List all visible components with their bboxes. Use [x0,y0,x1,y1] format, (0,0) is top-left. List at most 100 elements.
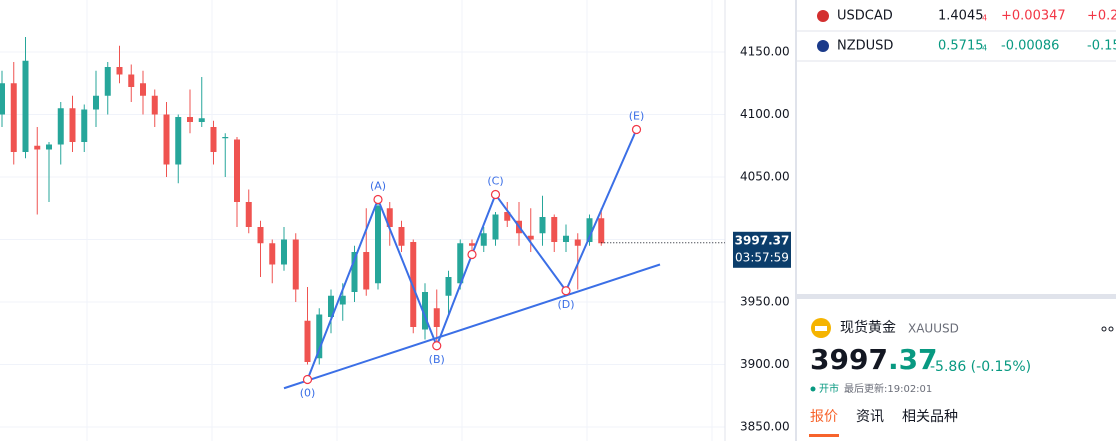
wave-label: (D) [557,298,574,311]
y-tick-label: 3950.00 [740,295,790,309]
candle-body [480,233,487,246]
instrument-name: 现货黄金 [840,319,896,336]
y-tick-label: 3850.00 [740,420,790,434]
panel-divider [795,0,797,441]
flag-icon [817,10,829,22]
more-icon[interactable] [1101,326,1107,332]
candle-body [316,314,323,359]
flag-icon [817,40,829,52]
change-percent: +0.25 [1087,9,1116,24]
candle-body [34,145,41,150]
y-tick-label: 4050.00 [740,170,790,184]
quote-change: -5.86 (-0.15%) [930,359,1031,375]
candle-body [222,137,229,139]
tab[interactable]: 资讯 [856,409,884,425]
candle-body [598,218,605,244]
candle-body [257,227,264,244]
price-tag-label: 3997.37 [735,233,790,247]
candle-body [151,95,158,115]
more-icon[interactable] [1108,326,1114,332]
status-dot [810,386,816,392]
wave-label: (E) [629,110,645,123]
gold-icon-bar [815,326,827,331]
wave-label: (C) [487,175,503,188]
candle-body [304,320,311,362]
change: +0.00347 [1001,9,1066,24]
candle-body [198,118,205,122]
candle-body [10,83,17,152]
candle-body [492,214,499,240]
price: 1.4045 [938,9,984,24]
candle-body [410,242,417,327]
candle-body [551,217,558,242]
candle-body [81,109,88,142]
tab-underline [809,434,839,437]
candle-body [375,205,381,284]
candle-body [363,252,370,290]
candle-body [175,117,182,165]
candle-body [351,252,358,292]
candle-body [57,108,64,145]
wave-label: (B) [429,353,445,366]
wave-point [631,124,642,135]
candle-body [140,83,146,96]
tab[interactable]: 报价 [810,409,838,425]
instrument-symbol: XAUUSD [908,322,959,336]
wave-label: (A) [370,180,386,193]
market-status: 开市 [819,382,839,395]
candle-body [22,60,29,152]
symbol: NZDUSD [837,39,893,54]
candle-body [187,117,193,122]
quote-price: 3997.37 [810,343,938,376]
candle-body [422,292,428,330]
wave-point [373,194,383,205]
countdown: 03:57:59 [735,250,789,264]
candle-body [281,239,287,265]
y-tick-label: 3900.00 [740,357,790,371]
wave-point [467,249,477,260]
pip: 4 [982,14,987,23]
wave-point [302,374,313,385]
change: -0.00086 [1001,39,1059,54]
wave-label: (0) [300,387,316,400]
candle-body [539,217,546,234]
candle-body [586,218,593,242]
candle-body [269,243,276,265]
candle-body [469,243,475,246]
trend-line [283,263,661,390]
y-tick-label: 4100.00 [740,107,790,121]
watch-row[interactable]: NZDUSD 0.5715 4 -0.00086 -0.15 [817,39,1116,54]
candle-body [93,95,99,110]
last-updated: 最后更新:19:02:01 [844,382,932,395]
price-frac: .37 [888,343,938,376]
candle-body [234,139,240,202]
candle-body [69,108,76,142]
candle-body [245,202,252,227]
candle-body [46,144,52,150]
chart: 3850.003900.003950.004000.004050.004100.… [0,0,791,441]
wave-point [561,286,571,296]
candle-body [386,208,393,227]
candle-body [398,227,405,246]
panel-separator [797,294,1116,299]
candle-body [292,239,299,290]
price-tag [733,231,791,268]
symbol: USDCAD [837,9,893,24]
change-percent: -0.15 [1087,39,1116,54]
y-tick-label: 4150.00 [740,45,790,59]
candle-body [116,67,123,75]
price: 0.5715 [938,39,984,54]
wave-point [490,189,501,200]
candle-body [504,212,511,221]
candle-body [128,74,135,87]
tab[interactable]: 相关品种 [902,409,958,425]
candle-body [163,114,170,165]
candle-body [445,277,452,296]
candle-body [527,235,534,240]
candle-body [104,67,111,96]
candle-body [563,235,569,242]
candle-body [433,308,440,327]
watch-row[interactable]: USDCAD 1.4045 4 +0.00347 +0.25 [817,9,1116,24]
candle-body [574,239,581,246]
candle-body [339,295,346,305]
